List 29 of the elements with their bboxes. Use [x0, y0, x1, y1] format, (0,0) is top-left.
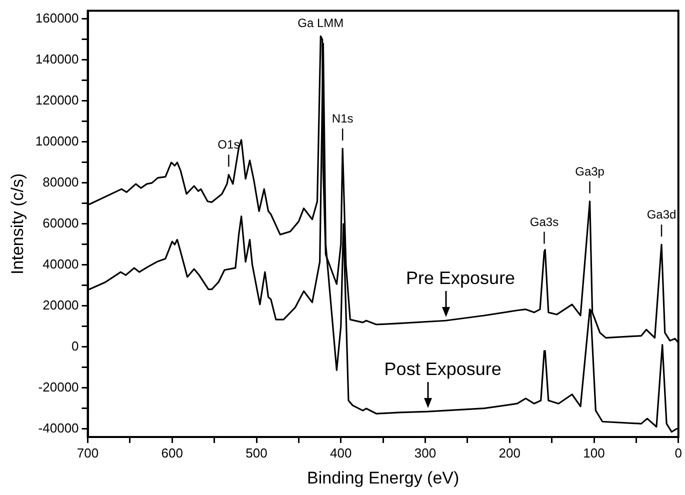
y-tick-label: 60000 — [42, 215, 79, 230]
y-axis-title: Intensity (c/s) — [8, 173, 27, 274]
y-tick-label: 80000 — [42, 174, 79, 190]
annotation: O1s — [218, 138, 240, 152]
series-label: Post Exposure — [384, 358, 502, 380]
y-tick-label: 40000 — [42, 256, 79, 272]
y-tick-label: -20000 — [38, 379, 79, 394]
annotation: Ga3d — [646, 208, 676, 222]
y-tick-label: 100000 — [35, 134, 79, 149]
annotation: N1s — [332, 111, 354, 126]
annotation: Ga3p — [575, 164, 605, 178]
y-tick-label: -40000 — [38, 420, 79, 436]
x-tick-label: 200 — [498, 445, 520, 460]
series-label: Pre Exposure — [406, 268, 516, 289]
x-tick-label: 500 — [246, 445, 268, 460]
y-tick-label: 20000 — [42, 297, 79, 312]
annotation: Ga3s — [530, 214, 559, 229]
y-tick-label: 160000 — [35, 10, 79, 26]
x-tick-label: 600 — [161, 445, 184, 460]
annotation: Ga LMM — [298, 16, 344, 30]
x-tick-label: 400 — [330, 445, 352, 460]
x-tick-label: 100 — [583, 445, 605, 460]
y-tick-label: 140000 — [35, 52, 79, 67]
y-tick-label: 0 — [72, 338, 79, 354]
x-tick-label: 700 — [76, 445, 99, 460]
y-tick-label: 120000 — [35, 92, 79, 108]
x-tick-label: 0 — [674, 445, 682, 460]
x-tick-label: 300 — [414, 445, 436, 460]
x-axis-title: Binding Energy (eV) — [307, 468, 460, 488]
